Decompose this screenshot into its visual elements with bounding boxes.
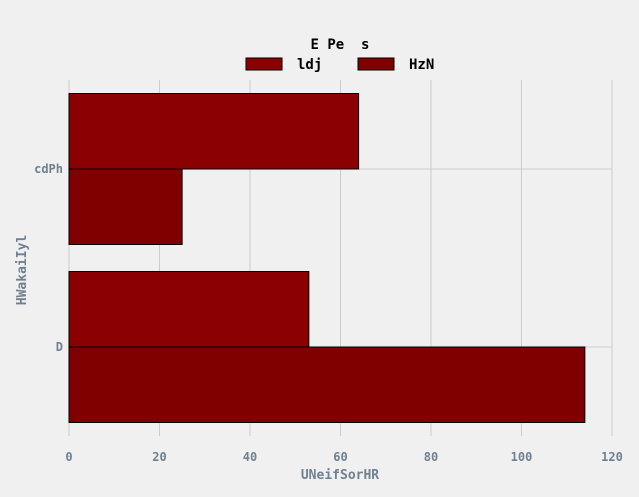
bars-layer (68, 93, 586, 423)
bar-ldj-cdph (68, 93, 360, 170)
legend-label-ldj: ldj (297, 57, 322, 73)
y-tick-label: D (56, 340, 63, 354)
x-tick-label: 20 (152, 450, 166, 464)
x-tick-label: 100 (511, 450, 533, 464)
legend-swatch-hzn (357, 57, 395, 71)
x-tick-label: 120 (601, 450, 623, 464)
x-tick-labels: 0 20 40 60 80 100 120 (65, 450, 622, 464)
x-tick-label: 0 (65, 450, 72, 464)
legend-title: E Pe s (310, 37, 369, 53)
bar-ldj-d (68, 271, 310, 348)
legend-swatch-ldj (245, 57, 283, 71)
y-axis-label: HWakaiIyl (15, 235, 30, 305)
y-tick-label: cdPh (34, 162, 63, 176)
legend-label-hzn: HzN (409, 57, 434, 73)
bar-hzn-cdph (68, 168, 183, 245)
legend: E Pe s ldj HzN (245, 37, 434, 73)
bar-hzn-d (68, 346, 586, 423)
x-tick-label: 80 (424, 450, 438, 464)
x-tick-label: 60 (333, 450, 347, 464)
x-axis-label: UNeifSorHR (301, 468, 379, 483)
x-tick-label: 40 (243, 450, 257, 464)
